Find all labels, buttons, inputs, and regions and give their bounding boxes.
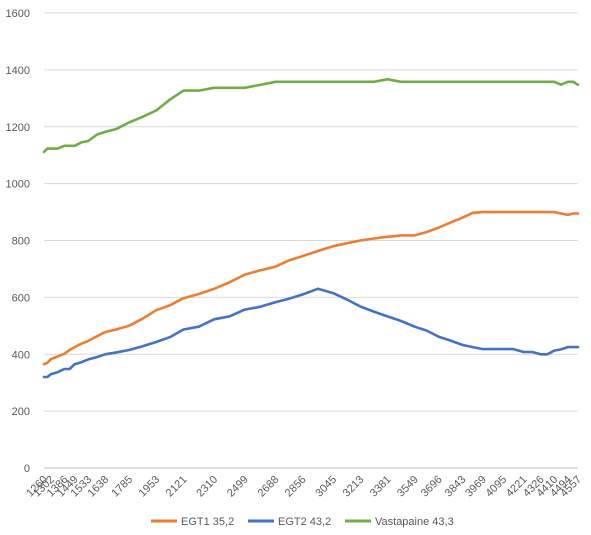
x-tick-label: 1785 xyxy=(109,474,135,500)
y-tick-label: 1000 xyxy=(6,179,30,191)
x-tick-label: 3381 xyxy=(368,474,394,500)
x-tick-label: 4095 xyxy=(483,474,509,500)
y-tick-label: 200 xyxy=(12,406,30,418)
y-tick-label: 400 xyxy=(12,349,30,361)
x-tick-label: 3843 xyxy=(443,474,469,500)
y-tick-label: 1600 xyxy=(6,8,30,20)
legend-label: Vastapaine 43,3 xyxy=(375,516,454,528)
x-tick-label: 3549 xyxy=(395,474,421,500)
legend-label: EGT1 35,2 xyxy=(181,516,234,528)
series-line-3 xyxy=(42,78,580,154)
y-tick-label: 1400 xyxy=(6,65,30,77)
legend: EGT1 35,2 EGT2 43,2 Vastapaine 43,3 xyxy=(151,516,454,528)
x-tick-label: 1953 xyxy=(137,474,163,500)
x-tick-label: 2688 xyxy=(256,474,282,500)
series-lines xyxy=(42,78,580,379)
x-tick-label: 3969 xyxy=(463,474,489,500)
x-tick-label: 3696 xyxy=(419,474,445,500)
x-tick-label: 3045 xyxy=(313,474,339,500)
x-tick-label: 2499 xyxy=(225,474,251,500)
y-axis-tick-labels: 0 200 400 600 800 1000 1200 1400 1600 xyxy=(6,8,30,475)
gridlines xyxy=(44,12,578,469)
y-tick-label: 1200 xyxy=(6,122,30,134)
x-tick-label: 2856 xyxy=(283,474,309,500)
legend-label: EGT2 43,2 xyxy=(278,516,331,528)
y-tick-label: 600 xyxy=(12,292,30,304)
y-tick-label: 800 xyxy=(12,236,30,248)
series-line-2 xyxy=(42,287,580,379)
series-line-1 xyxy=(42,210,580,366)
x-tick-label: 2310 xyxy=(194,474,220,500)
x-tick-label: 3213 xyxy=(341,474,367,500)
x-tick-label: 2121 xyxy=(164,474,190,500)
y-tick-label: 0 xyxy=(24,463,30,475)
